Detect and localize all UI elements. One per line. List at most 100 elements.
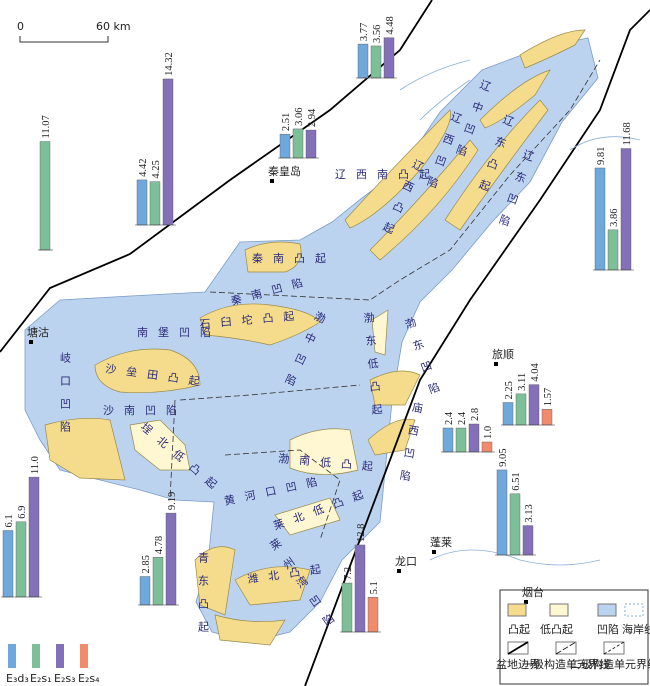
value-label: 3.06 [294,108,305,126]
bar [28,476,40,598]
value-label: 9.05 [498,449,509,467]
value-label: 6.1 [4,514,15,527]
bar [594,167,606,271]
place-name: 旅顺 [492,347,514,361]
value-label: 1.57 [543,388,554,406]
bar [149,181,161,226]
bar [139,576,151,606]
value-label: 4.42 [138,159,149,177]
value-label: 14.32 [164,52,175,76]
unit-label: 岐口凹陷 [59,352,72,444]
value-label: 2.4 [444,411,455,425]
uplifts [44,29,586,646]
bar [455,427,467,453]
scale-bar [19,36,109,43]
bar [496,469,508,556]
bar [354,544,366,633]
place-name: 秦皇岛 [268,164,301,178]
bar [305,129,317,159]
value-label: 5.1 [369,581,380,594]
bar [370,45,382,79]
place-marker [397,569,401,573]
bar [541,409,553,426]
scale-label: 60 km [96,20,131,33]
legend-swatch [8,644,16,668]
value-label: 12.8 [356,524,367,542]
legend-line [507,641,529,655]
value-label: 3.56 [372,25,383,43]
unit-label: 秦南凸起 [252,251,336,265]
bar [279,133,291,159]
bar [357,43,369,79]
value-label: 1.0 [483,426,494,439]
bar [383,37,395,79]
bar [620,148,632,271]
legend-swatch [56,644,64,668]
legend-swatch [624,603,644,617]
value-label: 7.2 [343,567,354,580]
bar [136,179,148,226]
value-label: 3.86 [609,208,620,226]
value-label: 2.25 [504,381,515,399]
legend-label: E₂s₃ [54,672,76,685]
bar [509,493,521,556]
map-legend-label: 一级构造单元界线 [522,657,610,671]
map-legend-label: 凹陷 [597,622,619,636]
value-label: 9.19 [167,492,178,510]
bar [607,229,619,271]
legend-label: E₂s₁ [30,672,52,685]
value-label: 11.0 [30,456,41,474]
bar [2,530,14,598]
bar [15,521,27,598]
value-label: 4.78 [154,536,165,554]
scale-label: 0 [17,20,24,33]
unit-label: 青东凸起 [197,552,210,644]
bar [515,393,527,426]
bar [468,423,480,453]
basin [24,37,599,643]
bar [341,582,353,633]
bar [502,402,514,426]
legend-swatch [32,644,40,668]
legend-swatch [80,644,88,668]
place-name: 龙口 [395,555,417,568]
value-label: 9.81 [596,147,607,165]
unit-boundary [169,59,601,541]
legend-line [555,641,577,655]
map-legend-label: 海岸线 [622,622,650,636]
value-label: 3.11 [517,373,528,391]
basin-boundary [0,0,433,353]
bar [367,597,379,633]
bar [39,141,51,251]
bar [481,441,493,453]
unit-label: 南堡凹陷 [137,325,221,339]
place-name: 塘沽 [27,325,49,339]
bar [528,384,540,426]
place-marker [270,179,274,183]
legend-swatch [507,603,527,617]
map-legend-label: 二级构造单元界线 [570,657,650,671]
place-marker [432,550,436,554]
legend-label: E₂s₄ [78,672,100,685]
unit-label: 辽西南凸起 [335,168,440,181]
value-label: 3.13 [524,504,535,522]
value-label: 2.85 [141,555,152,573]
bar [292,128,304,159]
place-marker [524,600,528,604]
map-legend-label: 凸起 [508,623,530,636]
coastline [399,59,641,566]
value-label: 4.25 [151,160,162,178]
value-label: 2.4 [457,411,468,425]
legend-line [603,641,625,655]
bar [152,557,164,606]
place-name: 烟台 [522,585,544,599]
bar [165,512,177,606]
value-label: 2.51 [281,113,292,131]
place-marker [29,340,33,344]
value-label: 4.04 [530,362,541,381]
map-legend-label: 低凸起 [540,623,573,636]
value-label: 2.8 [470,408,481,421]
place-marker [494,362,498,366]
